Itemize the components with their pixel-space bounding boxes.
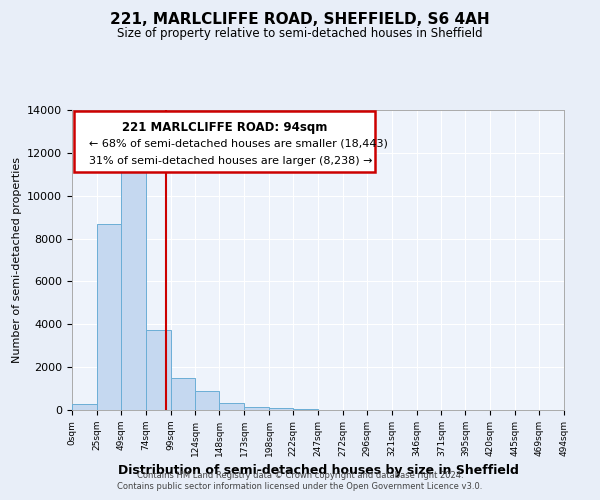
Text: ← 68% of semi-detached houses are smaller (18,443): ← 68% of semi-detached houses are smalle… xyxy=(89,138,388,148)
Bar xyxy=(146,330,170,410)
Text: 221, MARLCLIFFE ROAD, SHEFFIELD, S6 4AH: 221, MARLCLIFFE ROAD, SHEFFIELD, S6 4AH xyxy=(110,12,490,28)
Y-axis label: Number of semi-detached properties: Number of semi-detached properties xyxy=(11,157,22,363)
Bar xyxy=(97,224,121,410)
Bar xyxy=(244,407,269,410)
Bar xyxy=(196,390,220,410)
X-axis label: Distribution of semi-detached houses by size in Sheffield: Distribution of semi-detached houses by … xyxy=(118,464,518,477)
Bar xyxy=(269,408,293,410)
Bar xyxy=(170,378,196,410)
Bar xyxy=(293,409,318,410)
Text: 221 MARLCLIFFE ROAD: 94sqm: 221 MARLCLIFFE ROAD: 94sqm xyxy=(122,120,327,134)
Bar xyxy=(72,404,97,410)
Bar xyxy=(220,402,244,410)
Text: Contains HM Land Registry data © Crown copyright and database right 2024.: Contains HM Land Registry data © Crown c… xyxy=(137,471,463,480)
Text: 31% of semi-detached houses are larger (8,238) →: 31% of semi-detached houses are larger (… xyxy=(89,156,373,166)
Text: Contains public sector information licensed under the Open Government Licence v3: Contains public sector information licen… xyxy=(118,482,482,491)
Bar xyxy=(121,172,146,410)
Text: Size of property relative to semi-detached houses in Sheffield: Size of property relative to semi-detach… xyxy=(117,28,483,40)
FancyBboxPatch shape xyxy=(74,112,374,172)
